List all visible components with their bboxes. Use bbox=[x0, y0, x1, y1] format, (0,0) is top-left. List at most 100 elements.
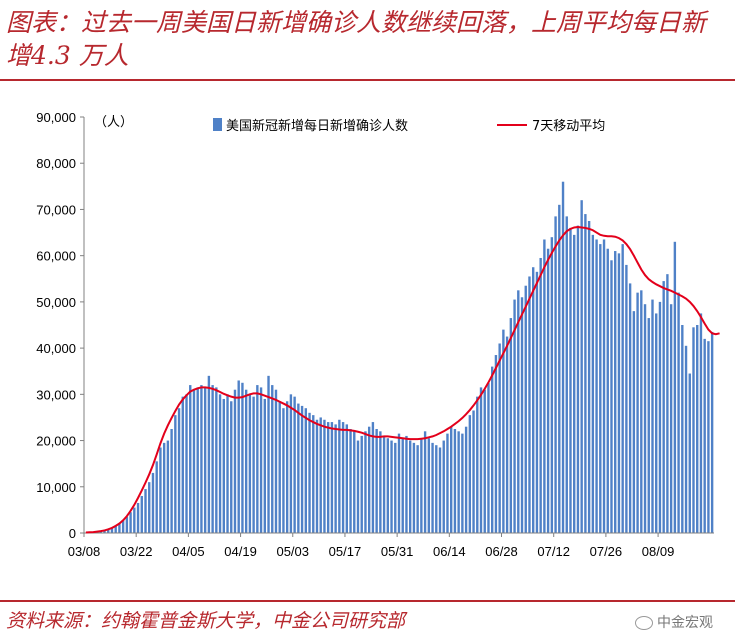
bar bbox=[446, 433, 449, 533]
bar bbox=[315, 419, 319, 533]
bar bbox=[226, 394, 229, 533]
source-note: 资料来源：约翰霍普金斯大学，中金公司研究部 bbox=[6, 610, 406, 632]
bar bbox=[319, 417, 322, 533]
legend-bar-label: 美国新冠新增每日新增确诊人数 bbox=[226, 118, 408, 134]
bar bbox=[330, 422, 334, 533]
bar bbox=[658, 301, 662, 533]
x-tick-labels: 03/08 03/22 04/05 04/19 05/03 05/17 05/31 06/14… bbox=[68, 544, 675, 559]
y-tick-label: 30,000 bbox=[36, 387, 76, 402]
bar bbox=[326, 422, 330, 533]
bar bbox=[543, 239, 546, 534]
y-tick-label: 0 bbox=[69, 526, 76, 541]
bar bbox=[461, 433, 464, 533]
bar bbox=[345, 424, 349, 533]
bar bbox=[222, 398, 225, 533]
bar bbox=[707, 341, 710, 533]
bar bbox=[230, 401, 233, 533]
bar bbox=[554, 216, 557, 533]
bar bbox=[285, 401, 289, 533]
bar bbox=[487, 382, 490, 533]
bar bbox=[491, 366, 494, 533]
bar bbox=[118, 523, 121, 533]
bar bbox=[148, 482, 151, 533]
bar bbox=[356, 440, 360, 533]
bar bbox=[300, 405, 304, 533]
bar bbox=[532, 267, 535, 533]
bar bbox=[252, 396, 255, 533]
bar bbox=[174, 415, 177, 533]
bar bbox=[177, 408, 181, 533]
bar bbox=[211, 385, 214, 533]
bar bbox=[189, 385, 192, 533]
y-tick-labels: 0 10,000 20,000 30,000 40,000 50,000 60,000 70,… bbox=[36, 110, 76, 541]
bar bbox=[692, 327, 695, 533]
bar bbox=[576, 225, 580, 533]
bar bbox=[274, 389, 278, 533]
x-tick-label: 06/28 bbox=[485, 544, 518, 559]
bar bbox=[166, 440, 170, 533]
bar bbox=[416, 445, 419, 533]
bar bbox=[640, 290, 643, 533]
y-tick-label: 70,000 bbox=[36, 202, 76, 217]
bar bbox=[710, 331, 714, 533]
bar bbox=[185, 394, 188, 533]
bar bbox=[669, 304, 673, 533]
bar bbox=[420, 438, 423, 533]
bar bbox=[591, 234, 595, 533]
moving-average-line bbox=[85, 226, 720, 534]
bar bbox=[520, 297, 524, 533]
bar bbox=[573, 234, 576, 533]
bar bbox=[382, 435, 386, 533]
bar bbox=[144, 489, 147, 533]
bar bbox=[271, 385, 274, 533]
bar bbox=[457, 431, 460, 533]
bar bbox=[192, 389, 196, 533]
x-tick-label: 06/14 bbox=[433, 544, 466, 559]
bar bbox=[550, 237, 554, 533]
bar bbox=[703, 338, 706, 533]
bar bbox=[267, 375, 270, 533]
bar bbox=[241, 382, 244, 533]
bar bbox=[233, 389, 237, 533]
bar bbox=[464, 426, 468, 533]
bar bbox=[505, 336, 509, 533]
bar bbox=[651, 299, 654, 533]
bar bbox=[498, 343, 501, 533]
bar bbox=[170, 429, 173, 533]
bar bbox=[218, 394, 222, 533]
bar bbox=[617, 253, 621, 534]
bar bbox=[535, 271, 539, 533]
y-tick-label: 40,000 bbox=[36, 341, 76, 356]
y-tick-label: 60,000 bbox=[36, 249, 76, 264]
bar bbox=[140, 496, 143, 533]
x-tick-label: 03/22 bbox=[120, 544, 153, 559]
bar bbox=[349, 429, 352, 533]
bar bbox=[121, 520, 125, 533]
bar bbox=[200, 385, 203, 533]
legend-line-label: 7天移动平均 bbox=[532, 119, 605, 134]
bar bbox=[308, 412, 311, 533]
bar bbox=[207, 375, 211, 533]
bar bbox=[513, 299, 516, 533]
bar bbox=[450, 426, 453, 533]
bar bbox=[408, 440, 412, 533]
bar bbox=[632, 311, 636, 533]
bar bbox=[647, 318, 650, 533]
bar bbox=[565, 216, 568, 533]
bar bbox=[662, 281, 665, 533]
bar bbox=[606, 248, 609, 534]
bar bbox=[129, 512, 132, 533]
bar bbox=[133, 507, 136, 533]
bar bbox=[114, 525, 117, 533]
bar bbox=[289, 394, 293, 533]
bar bbox=[282, 408, 285, 533]
bar bbox=[483, 389, 486, 533]
bar bbox=[237, 380, 240, 533]
bar bbox=[479, 387, 483, 533]
bar bbox=[677, 292, 680, 533]
y-unit-label: （人） bbox=[94, 115, 133, 130]
bar bbox=[334, 424, 337, 533]
bar bbox=[248, 394, 252, 533]
axes bbox=[80, 116, 714, 537]
bar bbox=[136, 502, 140, 533]
